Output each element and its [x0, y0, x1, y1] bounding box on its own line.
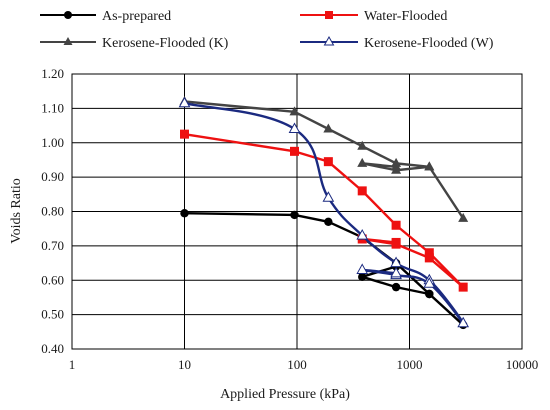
legend-entry-water-flooded: Water-Flooded	[300, 9, 447, 24]
data-point	[288, 122, 301, 133]
data-point	[357, 157, 368, 167]
legend: As-prepared Water-Flooded Kerosene-Flood…	[40, 9, 494, 51]
y-axis-label: Voids Ratio	[9, 178, 24, 243]
data-point	[424, 248, 434, 258]
data-point	[391, 161, 402, 171]
x-axis-label: Applied Pressure (kPa)	[220, 387, 350, 402]
data-point	[290, 210, 299, 220]
data-point	[425, 289, 434, 299]
y-tick-label: 0.90	[41, 169, 64, 184]
data-point	[323, 123, 334, 133]
legend-entry-kerosene-flooded-w: Kerosene-Flooded (W)	[300, 35, 494, 51]
data-point	[391, 282, 401, 292]
data-point	[424, 161, 435, 171]
data-point	[391, 220, 401, 230]
data-point	[289, 106, 300, 116]
data-point	[457, 316, 470, 328]
data-point	[357, 186, 367, 196]
data-point	[180, 129, 189, 139]
data-point	[423, 277, 436, 288]
data-point	[322, 191, 335, 202]
data-point	[357, 140, 368, 150]
y-tick-label: 0.60	[41, 272, 64, 287]
legend-label-water-flooded: Water-Flooded	[364, 9, 447, 24]
y-tick-label: 0.70	[41, 238, 64, 253]
y-tick-label: 1.10	[41, 100, 64, 115]
series-line	[184, 102, 465, 325]
series	[178, 96, 470, 330]
data-point	[458, 282, 468, 292]
y-tick-label: 0.40	[41, 341, 64, 356]
data-point	[356, 229, 369, 240]
y-tick-label: 0.80	[41, 204, 64, 219]
legend-entry-kerosene-flooded-k: Kerosene-Flooded (K)	[40, 36, 229, 51]
x-tick-label: 100	[287, 357, 307, 372]
data-point	[178, 96, 191, 108]
data-point	[356, 263, 369, 274]
legend-label-kerosene-flooded-k: Kerosene-Flooded (K)	[102, 36, 229, 51]
legend-label-as-prepared: As-prepared	[102, 9, 171, 24]
data-point	[390, 266, 402, 278]
data-point	[180, 209, 189, 218]
x-tick-label: 1	[69, 357, 76, 372]
y-tick-label: 1.00	[41, 135, 64, 150]
data-point	[424, 253, 434, 263]
data-point	[390, 256, 402, 268]
data-point	[289, 146, 299, 156]
x-tick-label: 10	[178, 357, 191, 372]
data-point	[358, 272, 367, 282]
legend-label-kerosene-flooded-w: Kerosene-Flooded (W)	[364, 36, 494, 51]
data-point	[323, 157, 333, 167]
legend-entry-as-prepared: As-prepared	[40, 9, 171, 24]
series-3	[178, 96, 470, 328]
data-point	[324, 217, 333, 227]
tick-labels: 0.40 0.50 0.60 0.70 0.80 0.90 1.00 1.10 1.20 1 10 1…	[41, 66, 538, 372]
y-tick-label: 1.20	[41, 66, 64, 81]
x-tick-label: 10000	[506, 357, 539, 372]
y-tick-label: 0.50	[41, 307, 64, 322]
x-tick-label: 1000	[397, 357, 423, 372]
data-point	[391, 237, 401, 247]
data-point	[458, 212, 469, 222]
